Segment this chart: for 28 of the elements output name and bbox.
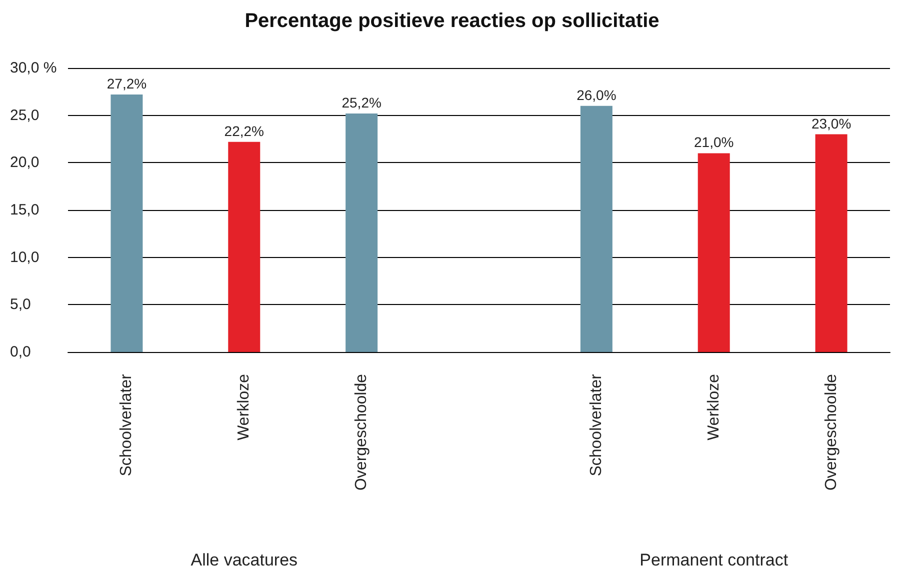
- x-tick-label: Schoolverlater: [118, 373, 136, 476]
- bar: [110, 94, 143, 352]
- text: Permanent contract: [640, 550, 788, 570]
- data-label: 21,0%: [694, 134, 734, 150]
- y-tick-label: 25,0: [10, 106, 40, 124]
- x-tick-label: Werkloze: [236, 374, 253, 440]
- x-tick-label: Schoolverlater: [588, 373, 605, 476]
- x-tick-label: Overgeschoolde: [822, 374, 840, 491]
- y-tick-label: 15,0: [10, 202, 40, 218]
- chart-title: Percentage positieve reacties op sollicitatie: [244, 10, 660, 32]
- y-tick-label: 5,0: [10, 296, 31, 314]
- y-tick-label: 0,0: [10, 344, 31, 360]
- text: Alle vacatures: [190, 550, 298, 570]
- bar: [815, 134, 848, 352]
- y-tick-label: 20,0: [10, 154, 40, 172]
- bar: [346, 113, 378, 352]
- y-tick-label: 10,0: [10, 248, 40, 266]
- bar: [228, 142, 260, 352]
- data-label: 22,2%: [224, 122, 264, 139]
- bar: [580, 106, 612, 352]
- y-tick-label: 30,0 %: [10, 60, 57, 76]
- data-label: 25,2%: [342, 94, 382, 110]
- bar: [698, 153, 730, 352]
- data-label: 23,0%: [811, 115, 852, 132]
- data-label: 27,2%: [106, 76, 147, 92]
- data-label: 26,0%: [576, 86, 616, 103]
- x-tick-label: Werkloze: [705, 374, 722, 440]
- x-tick-label: Overgeschoolde: [353, 374, 370, 491]
